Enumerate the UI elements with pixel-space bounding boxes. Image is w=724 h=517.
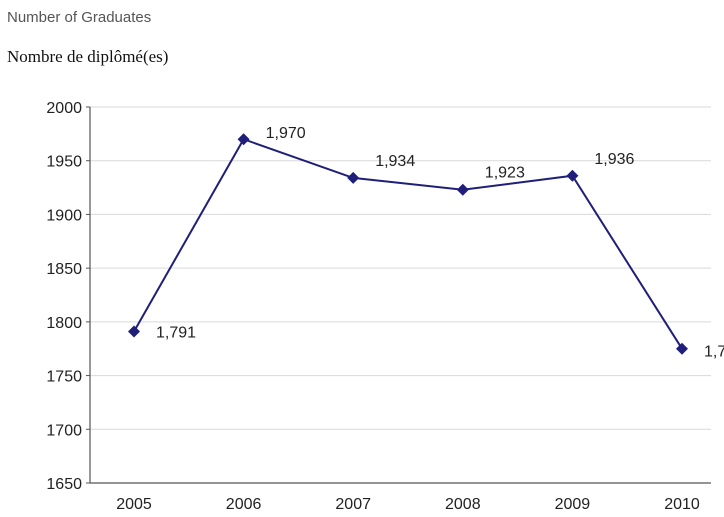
data-label: 1,791 <box>156 325 196 342</box>
data-label: 1,775 <box>704 344 724 361</box>
y-tick-label: 1900 <box>46 207 82 224</box>
data-point <box>347 171 360 184</box>
data-point <box>128 325 140 338</box>
gridlines <box>90 106 711 430</box>
data-label: 1,923 <box>485 165 525 182</box>
y-tick-label: 1700 <box>46 422 82 439</box>
y-tick-label: 2000 <box>46 100 82 117</box>
series-markers <box>128 133 688 355</box>
y-axis-tick-labels: 2000 1950 1900 1850 1800 1750 1700 1650 <box>46 100 82 493</box>
series-line <box>133 138 683 350</box>
y-tick-label: 1850 <box>46 261 82 278</box>
x-tick-label: 2006 <box>226 496 262 513</box>
axes <box>86 106 711 484</box>
series-line-path <box>133 138 683 350</box>
data-label: 1,970 <box>266 125 306 142</box>
chart-subtitle: Nombre de diplômé(es) <box>7 47 169 66</box>
x-tick-label: 2009 <box>555 496 591 513</box>
data-point <box>676 342 688 355</box>
y-tick-label: 1750 <box>46 369 82 386</box>
x-tick-label: 2007 <box>335 496 371 513</box>
y-tick-label: 1800 <box>46 315 82 332</box>
y-tick-label: 1950 <box>46 154 82 171</box>
data-labels: 1,791 1,970 1,934 1,923 1,936 1,775 <box>156 125 724 360</box>
x-tick-label: 2010 <box>664 496 700 513</box>
data-point <box>237 133 250 146</box>
data-label: 1,934 <box>375 153 415 170</box>
x-axis-tick-labels: 2005 2006 2007 2008 2009 2010 <box>116 496 700 513</box>
y-tick-label: 1650 <box>46 476 82 493</box>
data-label: 1,936 <box>594 151 634 168</box>
chart-title: Number of Graduates <box>7 9 152 26</box>
data-point <box>456 183 469 196</box>
x-tick-label: 2005 <box>116 496 152 513</box>
data-point <box>566 169 579 182</box>
x-tick-label: 2008 <box>445 496 481 513</box>
